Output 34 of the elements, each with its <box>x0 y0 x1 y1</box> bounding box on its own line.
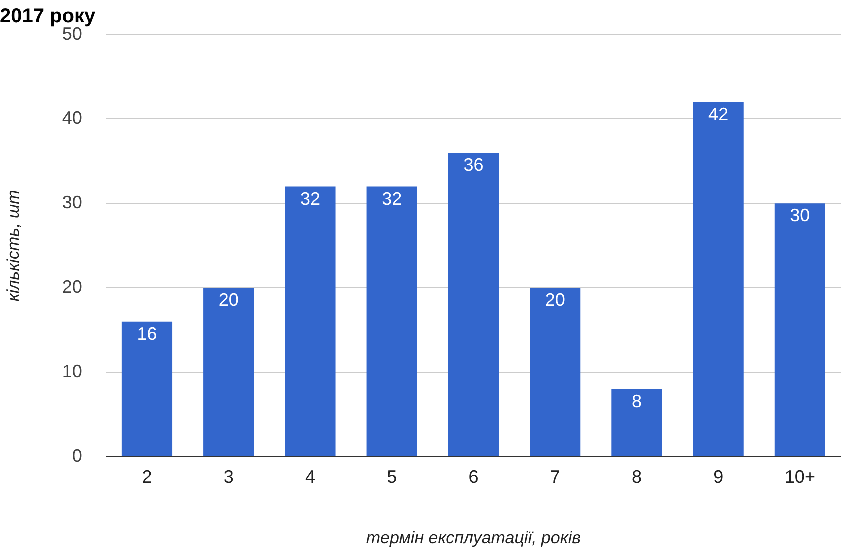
data-label: 36 <box>464 154 484 175</box>
y-tick-label: 40 <box>62 108 82 128</box>
data-label: 42 <box>708 104 729 124</box>
data-label: 32 <box>300 188 320 209</box>
x-tick-label: 6 <box>468 466 479 487</box>
bar <box>530 288 581 456</box>
x-tick-label: 4 <box>305 466 316 487</box>
bar <box>204 288 254 456</box>
bar <box>693 102 744 456</box>
data-label: 32 <box>382 188 402 209</box>
y-tick-label: 0 <box>72 446 82 466</box>
x-tick-label: 2 <box>142 466 152 487</box>
x-axis-title: термін експлуатації, років <box>366 528 582 548</box>
bar <box>366 186 418 456</box>
bar <box>448 153 500 456</box>
y-tick-label: 30 <box>62 192 82 213</box>
data-label: 20 <box>545 290 566 310</box>
data-label: 8 <box>632 391 642 412</box>
x-tick-label: 7 <box>550 466 560 487</box>
bar <box>612 389 662 456</box>
y-tick-label: 10 <box>62 362 82 382</box>
x-tick-label: 5 <box>387 466 398 487</box>
x-tick-label: 10+ <box>784 466 816 487</box>
y-axis-title: кількість, шт <box>4 190 23 302</box>
bar <box>122 322 173 456</box>
x-tick-label: 3 <box>224 466 234 487</box>
y-tick-label: 20 <box>62 277 82 298</box>
x-tick-label: 9 <box>714 466 724 487</box>
data-label: 30 <box>790 206 810 226</box>
x-tick-label: 8 <box>632 466 642 487</box>
bar <box>285 186 336 456</box>
data-label: 16 <box>137 324 158 344</box>
data-label: 20 <box>218 290 239 310</box>
bar <box>774 204 826 456</box>
